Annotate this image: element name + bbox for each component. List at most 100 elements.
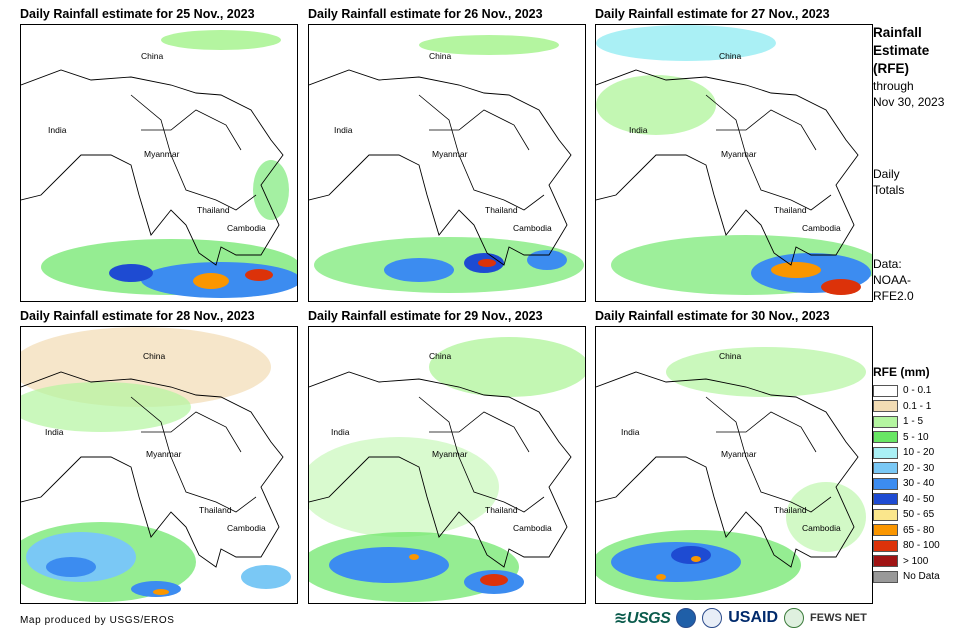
sidebar-title-line2: Estimate (873, 43, 930, 58)
legend-label: No Data (903, 571, 940, 583)
legend-item: 0 - 0.1 (873, 383, 940, 399)
rainfall-map: China India Myanmar Thailand Cambodia (20, 24, 298, 302)
fews-globe-icon (784, 608, 805, 628)
legend-swatch (873, 508, 898, 521)
legend-title: RFE (mm) (873, 365, 930, 379)
label-myanmar: Myanmar (432, 149, 468, 159)
legend-label: 0 - 0.1 (903, 385, 932, 397)
legend-label: 0.1 - 1 (903, 400, 932, 412)
panel-title: Daily Rainfall estimate for 29 Nov., 202… (308, 309, 543, 323)
map-drawing (596, 347, 866, 600)
sidebar-daily: Daily (873, 167, 900, 181)
dos-seal-icon (702, 608, 723, 628)
label-thailand: Thailand (197, 205, 230, 215)
label-myanmar: Myanmar (432, 449, 468, 459)
label-china: China (429, 351, 452, 361)
map-drawing (21, 327, 291, 602)
legend-label: 30 - 40 (903, 478, 935, 490)
sidebar-source2: RFE2.0 (873, 289, 914, 303)
sidebar-through: through (873, 79, 914, 93)
legend-item: No Data (873, 569, 940, 585)
usgs-logo: ≋USGS (614, 610, 671, 627)
label-india: India (621, 427, 640, 437)
label-cambodia: Cambodia (802, 223, 841, 233)
legend-item: 50 - 65 (873, 507, 940, 523)
legend-swatch (873, 555, 898, 568)
label-china: China (429, 51, 452, 61)
label-india: India (629, 125, 648, 135)
sidebar-data-block: Data: NOAA- RFE2.0 (873, 256, 914, 304)
map-drawing (21, 30, 297, 298)
sidebar-daily-block: Daily Totals (873, 166, 904, 198)
label-cambodia: Cambodia (513, 223, 552, 233)
legend-item: > 100 (873, 554, 940, 570)
sidebar-title-line3: (RFE) (873, 61, 909, 76)
label-india: India (331, 427, 350, 437)
legend-label: 1 - 5 (903, 416, 924, 428)
label-thailand: Thailand (774, 505, 807, 515)
legend-swatch (873, 415, 898, 428)
legend-item: 80 - 100 (873, 538, 940, 554)
map-drawing (596, 25, 872, 295)
fews-net-logo: FEWS NET (810, 612, 867, 624)
sidebar-totals: Totals (873, 183, 905, 197)
map-drawing (309, 337, 585, 602)
legend-item: 5 - 10 (873, 430, 940, 446)
panel-title: Daily Rainfall estimate for 25 Nov., 202… (20, 7, 255, 21)
legend-label: 10 - 20 (903, 447, 935, 459)
label-thailand: Thailand (485, 205, 518, 215)
panel-title: Daily Rainfall estimate for 26 Nov., 202… (308, 7, 543, 21)
label-china: China (143, 351, 166, 361)
label-china: China (719, 351, 742, 361)
label-china: China (719, 51, 742, 61)
legend-label: 80 - 100 (903, 540, 940, 552)
legend: RFE (mm) 0 - 0.1 0.1 - 1 1 - 5 5 - 10 10 - 2… (873, 365, 940, 585)
logo-strip: ≋USGS USAID FEWS NET (614, 608, 867, 628)
label-thailand: Thailand (774, 205, 807, 215)
label-myanmar: Myanmar (721, 149, 757, 159)
credit-text: Map produced by USGS/EROS (20, 615, 175, 626)
label-thailand: Thailand (485, 505, 518, 515)
legend-swatch (873, 477, 898, 490)
legend-item: 20 - 30 (873, 461, 940, 477)
legend-swatch (873, 524, 898, 537)
label-india: India (45, 427, 64, 437)
noaa-logo-icon (676, 608, 697, 628)
legend-label: 40 - 50 (903, 493, 935, 505)
panel-title: Daily Rainfall estimate for 27 Nov., 202… (595, 7, 830, 21)
panel-title: Daily Rainfall estimate for 28 Nov., 202… (20, 309, 255, 323)
legend-swatch (873, 446, 898, 459)
legend-swatch (873, 384, 898, 397)
rainfall-map: China India Myanmar Thailand Cambodia (20, 326, 298, 604)
legend-item: 40 - 50 (873, 492, 940, 508)
label-china: China (141, 51, 164, 61)
legend-swatch (873, 539, 898, 552)
sidebar-title-block: Rainfall Estimate (RFE) through Nov 30, … (873, 24, 944, 110)
rainfall-map: China India Myanmar Thailand Cambodia (308, 326, 586, 604)
usaid-logo: USAID (728, 609, 779, 626)
label-myanmar: Myanmar (721, 449, 757, 459)
legend-swatch (873, 462, 898, 475)
rainfall-map: China India Myanmar Thailand Cambodia (595, 326, 873, 604)
legend-label: > 100 (903, 555, 929, 567)
legend-swatch (873, 570, 898, 583)
panel-title: Daily Rainfall estimate for 30 Nov., 202… (595, 309, 830, 323)
label-thailand: Thailand (199, 505, 232, 515)
legend-swatch (873, 493, 898, 506)
label-cambodia: Cambodia (227, 223, 266, 233)
legend-item: 1 - 5 (873, 414, 940, 430)
rainfall-map: China India Myanmar Thailand Cambodia (308, 24, 586, 302)
legend-label: 20 - 30 (903, 462, 935, 474)
legend-item: 0.1 - 1 (873, 399, 940, 415)
rainfall-map: China India Myanmar Thailand Cambodia (595, 24, 873, 302)
legend-label: 65 - 80 (903, 524, 935, 536)
label-india: India (48, 125, 67, 135)
legend-item: 30 - 40 (873, 476, 940, 492)
legend-item: 10 - 20 (873, 445, 940, 461)
sidebar-data-label: Data: (873, 257, 902, 271)
map-drawing (309, 35, 584, 293)
legend-swatch (873, 400, 898, 413)
label-myanmar: Myanmar (144, 149, 180, 159)
legend-item: 65 - 80 (873, 523, 940, 539)
label-cambodia: Cambodia (227, 523, 266, 533)
